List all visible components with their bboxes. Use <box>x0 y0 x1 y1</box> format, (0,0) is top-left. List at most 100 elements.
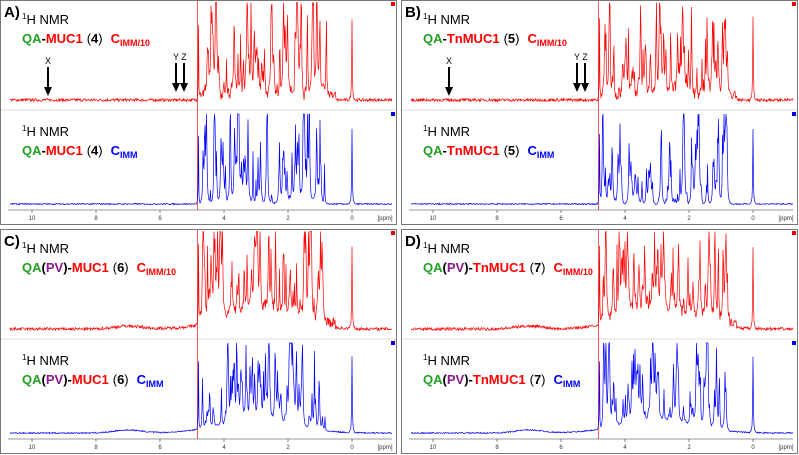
compound-label: QA-TnMUC1 (5) CIMM/10 <box>423 31 567 48</box>
axis-unit: [ppm] <box>778 445 793 451</box>
compound-part: QA <box>22 31 42 46</box>
compound-part: ( <box>504 31 509 46</box>
compound-part: ( <box>113 372 118 387</box>
compound-part: QA <box>22 260 42 275</box>
compound-part: - <box>42 31 46 46</box>
compound-part: 5 <box>508 143 515 158</box>
panel-frame <box>401 229 798 454</box>
compound-part: - <box>469 260 473 275</box>
c-symbol: C <box>111 143 121 158</box>
spectrum-trace <box>9 113 393 206</box>
compound-part: ( <box>504 143 509 158</box>
compound-part: - <box>469 372 473 387</box>
compound-part: ) <box>541 372 545 387</box>
axis-tick-label: 2 <box>687 216 691 222</box>
c-symbol: C <box>137 260 147 275</box>
compound-part: ) <box>63 372 67 387</box>
compound-part: TnMUC1 <box>447 31 500 46</box>
compound-part: TnMUC1 <box>473 260 526 275</box>
compound-part: ) <box>464 372 468 387</box>
nmr-text: H NMR <box>26 241 69 256</box>
axis-tick-label: 10 <box>29 216 36 222</box>
arrow-label: Z <box>582 52 588 62</box>
compound-part: ( <box>42 260 47 275</box>
axis-tick-label: 0 <box>350 445 354 451</box>
panel-label: C) <box>4 233 20 250</box>
compound-part: - <box>68 260 72 275</box>
compound-part: - <box>443 31 447 46</box>
nmr-label: 1H NMR <box>22 124 69 139</box>
axis-tick-label: 2 <box>286 445 290 451</box>
compound-label: QA-TnMUC1 (5) CIMM <box>423 143 554 160</box>
superscript: 1 <box>423 241 428 250</box>
axis-tick-label: 10 <box>430 445 437 451</box>
corner-mark <box>792 231 796 235</box>
compound-label: QA(PV)-TnMUC1 (7) CIMM <box>423 372 580 389</box>
nmr-label: 1H NMR <box>423 241 470 256</box>
axis-tick-label: 6 <box>158 445 162 451</box>
nmr-label: 1H NMR <box>22 12 69 27</box>
compound-label: QA(PV)-TnMUC1 (7) CIMM/10 <box>423 260 593 277</box>
axis-tick-label: 10 <box>430 216 437 222</box>
nmr-text: H NMR <box>427 12 470 27</box>
spectrum-trace <box>410 231 794 332</box>
arrow-label: Y <box>173 52 179 62</box>
c-symbol: C <box>137 372 147 387</box>
nmr-label: 1H NMR <box>22 241 69 256</box>
arrow-label: Y <box>574 52 580 62</box>
panel-label: B) <box>405 4 421 21</box>
superscript: 1 <box>22 353 27 362</box>
compound-part: MUC1 <box>46 143 83 158</box>
nmr-text: H NMR <box>427 124 470 139</box>
compound-label: QA(PV)-MUC1 (6) CIMM/10 <box>22 260 176 277</box>
axis-tick-label: 10 <box>29 445 36 451</box>
compound-part: 4 <box>91 143 99 158</box>
compound-part: ( <box>87 31 92 46</box>
c-subscript: IMM/10 <box>146 267 176 277</box>
arrow-label: X <box>446 56 452 66</box>
corner-mark <box>391 341 395 345</box>
c-subscript: IMM/10 <box>563 267 593 277</box>
spectrum-trace <box>9 2 393 103</box>
compound-part: - <box>68 372 72 387</box>
axis-tick-label: 0 <box>350 216 354 222</box>
compound-part: QA <box>423 31 443 46</box>
c-symbol: C <box>111 31 121 46</box>
arrow-label: Z <box>181 52 187 62</box>
compound-part: PV <box>46 372 64 387</box>
compound-label: QA-MUC1 (4) CIMM/10 <box>22 31 150 48</box>
axis-tick-label: 8 <box>495 445 499 451</box>
axis-tick-label: 0 <box>751 445 755 451</box>
axis-unit: [ppm] <box>377 216 392 222</box>
superscript: 1 <box>423 124 428 133</box>
compound-part: 5 <box>508 31 515 46</box>
axis-tick-label: 6 <box>158 216 162 222</box>
panel-label: A) <box>4 4 20 21</box>
compound-part: MUC1 <box>72 260 109 275</box>
superscript: 1 <box>22 241 27 250</box>
axis-tick-label: 2 <box>286 216 290 222</box>
compound-part: ) <box>63 260 67 275</box>
superscript: 1 <box>22 12 27 21</box>
nmr-text: H NMR <box>26 12 69 27</box>
nmr-label: 1H NMR <box>423 353 470 368</box>
compound-part: ) <box>98 143 102 158</box>
compound-part: ( <box>113 260 118 275</box>
axis-unit: [ppm] <box>377 445 392 451</box>
nmr-label: 1H NMR <box>423 124 470 139</box>
compound-part: ( <box>530 372 535 387</box>
axis-tick-label: 8 <box>94 216 98 222</box>
nmr-text: H NMR <box>26 124 69 139</box>
spectrum-trace <box>9 231 393 332</box>
corner-mark <box>391 112 395 116</box>
compound-label: QA(PV)-MUC1 (6) CIMM <box>22 372 164 389</box>
corner-mark <box>391 2 395 6</box>
c-subscript: IMM <box>537 150 555 160</box>
compound-part: MUC1 <box>72 372 109 387</box>
compound-part: TnMUC1 <box>473 372 526 387</box>
superscript: 1 <box>22 124 27 133</box>
c-symbol: C <box>527 143 537 158</box>
